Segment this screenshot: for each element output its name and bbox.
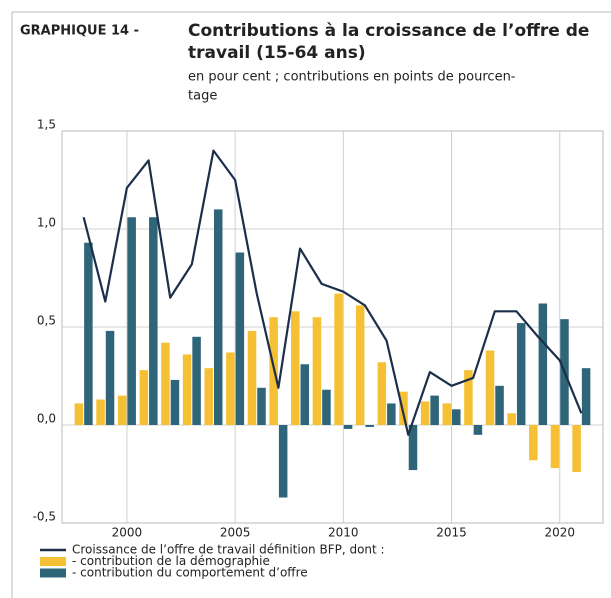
bar (529, 425, 538, 461)
bar (550, 425, 560, 469)
bar (170, 379, 180, 425)
figure-label: GRAPHIQUE 14 - (20, 24, 139, 39)
bar (139, 370, 149, 425)
chart-title: Contributions à la croissance de l’offre… (188, 21, 589, 41)
bar (387, 403, 396, 425)
bar (257, 387, 266, 425)
bar (399, 391, 408, 425)
bar (291, 311, 300, 425)
bar (278, 425, 288, 498)
bar (149, 217, 158, 425)
y-tick-label: 0,5 (37, 314, 56, 328)
y-tick-label: 1,0 (37, 216, 56, 230)
bar (464, 370, 473, 425)
x-tick-label: 2020 (544, 526, 575, 540)
bar (192, 336, 201, 425)
bar (74, 403, 84, 425)
bar (473, 425, 483, 435)
subtitle: tage (188, 89, 217, 104)
x-tick-label: 2000 (112, 526, 143, 540)
x-tick-label: 2005 (220, 526, 251, 540)
bar (572, 425, 581, 473)
bar (204, 368, 213, 425)
bar (161, 342, 170, 425)
bar (408, 425, 418, 471)
subtitle: en pour cent ; contributions en points d… (188, 70, 516, 85)
bar (538, 303, 548, 425)
line (82, 149, 583, 436)
x-tick-label: 2010 (328, 526, 359, 540)
bar (343, 425, 353, 429)
bar (96, 399, 105, 425)
bar (127, 217, 136, 425)
bar (84, 242, 93, 425)
bar (182, 354, 192, 425)
plot-frame (61, 130, 604, 524)
bar (365, 425, 374, 427)
bar (420, 401, 430, 425)
bar (213, 209, 223, 425)
y-tick-label: 0,0 (37, 412, 56, 426)
bar (442, 403, 452, 425)
bar (322, 389, 331, 425)
bar (226, 352, 235, 425)
bar (117, 395, 127, 425)
y-tick-label: 1,5 (37, 118, 56, 132)
bar (312, 317, 322, 425)
legend-swatch (40, 568, 66, 578)
bar (485, 350, 495, 425)
legend-label: - contribution du comportement d’offre (72, 566, 308, 580)
bar (507, 413, 516, 425)
bar (377, 362, 387, 425)
legend-label: - contribution de la démographie (72, 554, 270, 568)
chart-title: travail (15-64 ans) (188, 43, 366, 63)
legend-label: Croissance de l’offre de travail définit… (72, 543, 385, 557)
y-tick-label: -0,5 (33, 510, 56, 524)
legend-swatch (40, 557, 66, 566)
bar (355, 305, 365, 425)
bar (300, 364, 310, 425)
bar (581, 368, 591, 425)
bar (334, 293, 343, 425)
x-tick-label: 2015 (436, 526, 467, 540)
bar (516, 323, 526, 425)
bar (430, 395, 439, 425)
bar (247, 330, 257, 425)
bar (495, 385, 504, 425)
bar (235, 252, 245, 425)
bar (452, 409, 461, 425)
bar (105, 330, 115, 425)
